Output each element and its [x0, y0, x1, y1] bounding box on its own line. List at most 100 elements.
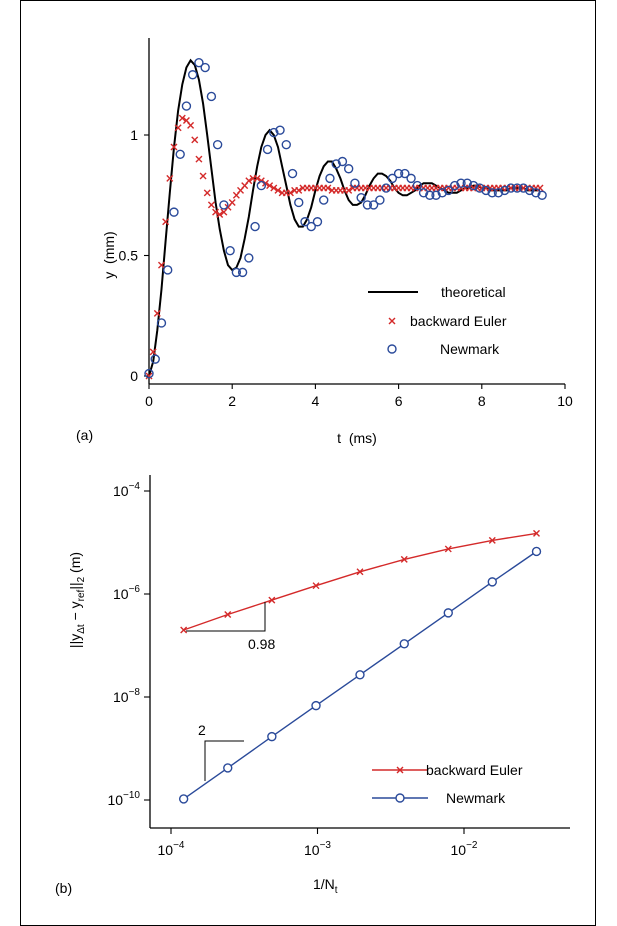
- panel-b-plot-area: [178, 529, 542, 804]
- x-tick-label: 10: [557, 393, 573, 409]
- panel-a-label: (a): [76, 427, 93, 443]
- newmark-point: [287, 168, 298, 179]
- newmark-point: [343, 164, 354, 174]
- euler-point: [266, 182, 274, 190]
- legend-theoretical-label: theoretical: [441, 284, 506, 300]
- newmark-point: [487, 188, 497, 198]
- euler-point: [324, 184, 332, 192]
- panel-b-x-axis-label: 1/Nt: [313, 876, 338, 896]
- panel-a-plot-area: [144, 58, 547, 380]
- x-tick-label: 10−3: [304, 840, 331, 858]
- euler-point: [180, 626, 188, 634]
- euler-point: [444, 545, 452, 553]
- newmark-point: [381, 183, 391, 193]
- newmark-point: [231, 267, 242, 278]
- legend-b-newmark-label: Newmark: [446, 790, 506, 806]
- legend-euler-label: backward Euler: [410, 313, 507, 329]
- euler-point: [170, 143, 178, 151]
- newmark-point: [431, 190, 441, 200]
- newmark-point: [275, 125, 285, 135]
- newmark-point: [178, 794, 189, 804]
- x-tick-label: 10−2: [451, 840, 478, 858]
- newmark-point: [223, 763, 233, 773]
- newmark-point: [262, 144, 273, 155]
- figure-frame: [20, 0, 596, 926]
- newmark-point: [269, 127, 279, 138]
- newmark-point: [425, 190, 435, 200]
- newmark-point: [331, 159, 341, 169]
- newmark-point: [175, 149, 185, 159]
- newmark-point: [475, 183, 485, 193]
- newmark-point: [169, 207, 179, 217]
- y-tick-label: 0.5: [119, 248, 139, 264]
- slope-triangle-newmark: [204, 740, 244, 781]
- newmark-point: [531, 188, 541, 198]
- euler-point: [228, 198, 236, 206]
- newmark-point: [399, 639, 409, 649]
- euler-point: [270, 184, 278, 192]
- newmark-point: [150, 354, 160, 364]
- euler-point: [187, 121, 195, 129]
- newmark-point: [337, 156, 348, 167]
- newmark-point: [267, 731, 277, 742]
- newmark-point: [187, 70, 198, 80]
- euler-point: [268, 596, 276, 604]
- newmark-point: [481, 185, 491, 196]
- euler-point: [286, 189, 294, 197]
- newmark-point: [225, 245, 235, 256]
- euler-point: [162, 218, 170, 226]
- euler-point: [216, 211, 224, 219]
- panel-b-y-axis-label: ||yΔt − yref||2 (m): [67, 552, 87, 648]
- euler-point: [153, 309, 161, 317]
- newmark-point: [306, 221, 316, 232]
- euler-point: [157, 261, 165, 269]
- newmark-point: [200, 62, 210, 73]
- newmark-point: [437, 188, 447, 198]
- newmark-point: [406, 173, 416, 184]
- slope-label-newmark: 2: [198, 722, 206, 738]
- euler-point: [295, 186, 303, 194]
- panel-b-slope-annotations: 0.98 2: [186, 602, 275, 781]
- newmark-point: [194, 58, 204, 68]
- euler-point: [400, 555, 408, 563]
- newmark-point: [237, 267, 248, 278]
- newmark-point: [350, 178, 360, 188]
- newmark-point: [468, 180, 479, 191]
- newmark-point: [393, 168, 404, 179]
- newmark-point: [144, 368, 154, 379]
- y-tick-label: 10−8: [113, 687, 140, 705]
- panel-b-y-ticks: 10−10 10−8 10−6 10−4: [107, 481, 150, 808]
- panel-a: 0 2 4 6 8 10 00.51 t (ms) y (mm) (a) theoreti…: [76, 38, 573, 446]
- y-tick-label: 10−4: [113, 481, 140, 499]
- euler-point: [203, 189, 211, 197]
- legend-b-euler-label: backward Euler: [426, 762, 523, 778]
- euler-point: [191, 136, 199, 144]
- newmark-point: [206, 91, 217, 102]
- newmark-point: [531, 546, 542, 557]
- euler-point: [212, 208, 220, 216]
- panel-a-x-ticks: 0 2 4 6 8 10: [145, 384, 573, 409]
- panel-b-legend: backward Euler Newmark: [372, 762, 523, 806]
- x-tick-label: 10−4: [158, 840, 185, 858]
- euler-point: [207, 201, 215, 209]
- panel-b-x-ticks: 10−4 10−3 10−2: [158, 828, 478, 858]
- newmark-point: [462, 178, 472, 188]
- euler-point: [312, 582, 320, 590]
- newmark-point: [356, 192, 366, 203]
- panel-a-x-axis-label: t (ms): [337, 430, 377, 446]
- newmark-point: [537, 190, 547, 200]
- newmark-point: [506, 183, 516, 193]
- legend-newmark-label: Newmark: [440, 341, 500, 357]
- euler-point: [245, 177, 253, 185]
- newmark-point: [387, 173, 398, 184]
- newmark-point: [368, 200, 379, 210]
- euler-point: [253, 174, 261, 182]
- newmark-point: [325, 173, 335, 184]
- newmark-point: [443, 608, 453, 618]
- euler-line: [183, 532, 537, 631]
- newmark-point: [450, 180, 460, 191]
- euler-point: [145, 372, 153, 380]
- newmark-point: [281, 139, 291, 150]
- euler-point: [178, 114, 186, 122]
